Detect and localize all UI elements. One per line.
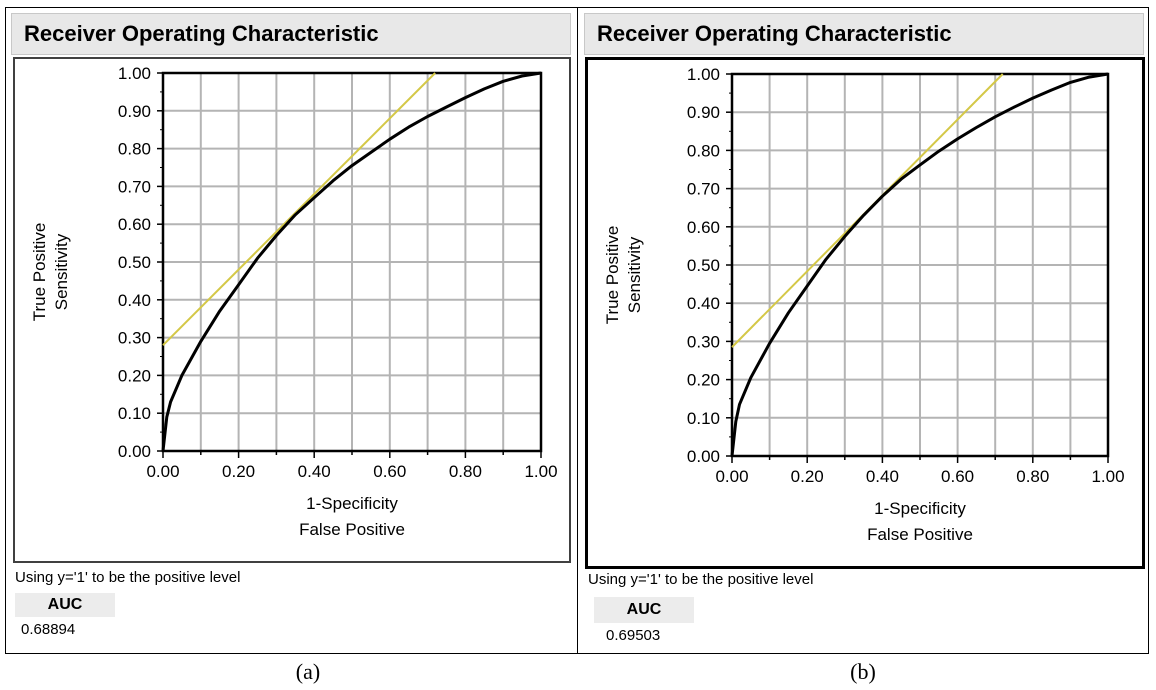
auc-header: AUC (15, 593, 115, 617)
caption-b: (b) (850, 659, 876, 684)
x-tick-label: 1.00 (1091, 467, 1124, 486)
x-axis-title: 1-Specificity (874, 499, 966, 518)
y-axis-title: True Positive (603, 226, 622, 325)
x-axis-subtitle: False Positive (299, 520, 405, 539)
auc-value: 0.68894 (21, 621, 76, 638)
y-tick-label: 0.30 (118, 329, 151, 348)
x-axis-subtitle: False Positive (867, 525, 973, 544)
x-tick-label: 0.20 (791, 467, 824, 486)
y-tick-label: 0.00 (687, 447, 720, 466)
auc-header: AUC (594, 597, 694, 623)
plot-area-border (161, 71, 543, 453)
panel-title: Receiver Operating Characteristic (11, 13, 571, 55)
tangent-line (162, 72, 436, 346)
x-tick-label: 0.00 (146, 462, 179, 481)
panel-b: Receiver Operating Characteristic 0.00 0.… (578, 7, 1150, 654)
y-axis-subtitle: Sensitivity (52, 233, 71, 310)
y-tick-label: 0.70 (118, 177, 151, 196)
y-tick-label: 0.10 (118, 404, 151, 423)
y-tick-label: 0.80 (118, 140, 151, 159)
panel-a: Receiver Operating Characteristic 0.00 0.… (5, 7, 577, 654)
x-tick-label: 1.00 (524, 462, 557, 481)
roc-plot: 0.00 0.10 0.20 0.30 0.40 0.50 0.60 0.70 0.80 0.90… (30, 64, 558, 539)
y-tick-label: 0.00 (118, 442, 151, 461)
y-tick-label: 0.90 (687, 103, 720, 122)
roc-curve (730, 72, 1109, 457)
y-tick-label: 1.00 (687, 65, 720, 84)
x-axis-title: 1-Specificity (306, 494, 398, 513)
y-tick-label: 0.20 (687, 371, 720, 390)
caption-a: (a) (295, 659, 321, 684)
panel-title: Receiver Operating Characteristic (584, 13, 1144, 55)
x-tick-label: 0.60 (373, 462, 406, 481)
x-tick-label: 0.60 (941, 467, 974, 486)
y-tick-label: 0.50 (687, 256, 720, 275)
x-tick-label: 0.20 (222, 462, 255, 481)
x-tick-label: 0.80 (1016, 467, 1049, 486)
x-tick-label: 0.80 (449, 462, 482, 481)
y-tick-label: 0.90 (118, 102, 151, 121)
positive-level-note: Using y='1' to be the positive level (15, 569, 241, 586)
x-tick-label: 0.40 (298, 462, 331, 481)
y-tick-label: 0.60 (687, 218, 720, 237)
y-axis-title: True Positive (30, 223, 49, 322)
y-tick-label: 0.50 (118, 253, 151, 272)
panel-divider (577, 7, 578, 654)
auc-value: 0.69503 (606, 627, 661, 644)
y-tick-label: 0.20 (118, 366, 151, 385)
y-tick-label: 0.70 (687, 180, 720, 199)
y-tick-label: 0.40 (687, 294, 720, 313)
plot-frame: 0.00 0.10 0.20 0.30 0.40 0.50 0.60 0.70 0.80 0.90… (13, 57, 571, 563)
positive-level-note: Using y='1' to be the positive level (588, 571, 814, 588)
y-tick-label: 0.10 (687, 409, 720, 428)
roc-curve (161, 71, 542, 452)
x-tick-label: 0.00 (715, 467, 748, 486)
y-tick-label: 0.60 (118, 215, 151, 234)
x-tick-label: 0.40 (866, 467, 899, 486)
roc-plot: 0.00 0.10 0.20 0.30 0.40 0.50 0.60 0.70 0.80 0.90… (603, 65, 1125, 544)
y-tick-label: 0.80 (687, 141, 720, 160)
plot-frame: 0.00 0.10 0.20 0.30 0.40 0.50 0.60 0.70 0.80 0.90… (585, 57, 1145, 569)
plot-area-border (730, 72, 1110, 458)
y-tick-label: 0.40 (118, 291, 151, 310)
y-tick-label: 0.30 (687, 332, 720, 351)
y-axis-subtitle: Sensitivity (625, 236, 644, 313)
y-tick-label: 1.00 (118, 64, 151, 83)
